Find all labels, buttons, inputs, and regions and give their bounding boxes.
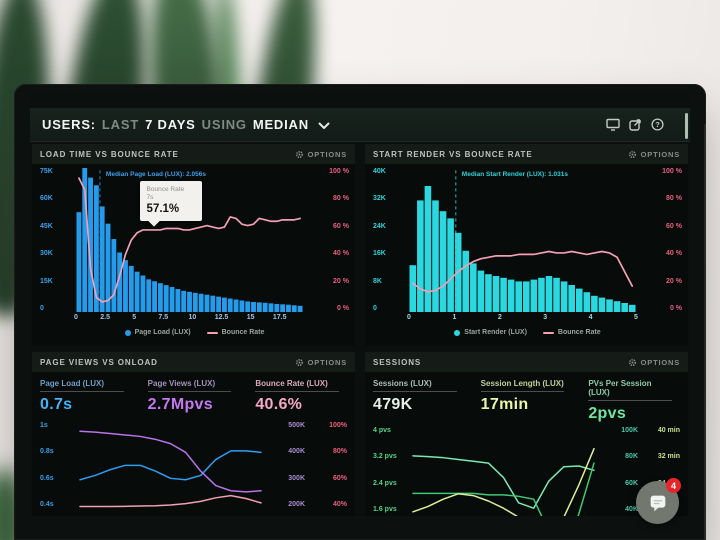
title-days: 7 DAYS (145, 117, 196, 132)
panel-title: SESSIONS (373, 357, 422, 367)
panel-sessions: SESSIONS OPTIONS Sessions (LUX) 479K (365, 352, 688, 516)
legend: Page Load (LUX) Bounce Rate (40, 325, 349, 340)
tooltip: Bounce Rate 7s 57.1% (139, 181, 202, 222)
chat-bubble-icon (650, 495, 665, 511)
chevron-down-icon (318, 122, 330, 129)
y-axis-left: 75K 60K 45K 30K 15K 0 (40, 168, 53, 312)
panel-title: LOAD TIME VS BOUNCE RATE (40, 149, 179, 159)
panel-page-views-vs-onload: PAGE VIEWS VS ONLOAD OPTIONS Page Load (… (32, 352, 355, 516)
share-icon[interactable] (629, 118, 642, 131)
legend: Start Render (LUX) Bounce Rate (373, 325, 682, 340)
y-axis-left: 4 pvs 3.2 pvs 2.4 pvs 1.6 pvs (373, 427, 397, 513)
metric-value: 479K (373, 396, 413, 413)
metric-value: 2.7Mpvs (147, 396, 213, 413)
gear-icon (295, 150, 303, 158)
title-median: MEDIAN (252, 117, 309, 132)
dashboard: USERS: LAST 7 DAYS USING MEDIAN ? (30, 108, 690, 516)
metric-label: Session Length (LUX) (480, 379, 564, 388)
tooltip-label: Bounce Rate (146, 186, 185, 193)
metric-page-views: Page Views (LUX) 2.7Mpvs (140, 377, 248, 418)
options-button[interactable]: OPTIONS (295, 358, 347, 367)
tooltip-sublabel: 7s (146, 194, 154, 202)
options-label: OPTIONS (307, 149, 347, 159)
laptop: USERS: LAST 7 DAYS USING MEDIAN ? (14, 84, 706, 540)
options-label: OPTIONS (640, 149, 680, 159)
options-label: OPTIONS (640, 357, 680, 367)
options-button[interactable]: OPTIONS (628, 358, 680, 367)
metric-value: 40.6% (255, 396, 303, 413)
gear-icon (295, 358, 303, 366)
panel-title: START RENDER VS BOUNCE RATE (373, 149, 533, 159)
chat-button[interactable]: 4 (636, 478, 681, 524)
legend-item-page-load[interactable]: Page Load (LUX) (124, 329, 191, 336)
y-axis-right: 500K 100% 400K 80% 300K 60% 200K 40% (288, 422, 347, 508)
legend-item-bounce-rate[interactable]: Bounce Rate (542, 329, 601, 336)
title-users: USERS: (42, 117, 96, 132)
start-render-histogram[interactable]: Median Start Render (LUX): 1.031s (409, 168, 636, 312)
users-filter-dropdown[interactable]: USERS: LAST 7 DAYS USING MEDIAN (42, 117, 330, 132)
metric-value: 0.7s (40, 396, 73, 413)
y-axis-left: 40K 32K 24K 16K 8K 0 (373, 168, 386, 312)
panel-title: PAGE VIEWS VS ONLOAD (40, 357, 158, 367)
metric-value: 2pvs (588, 405, 627, 422)
metric-session-length: Session Length (LUX) 17min (473, 377, 581, 423)
notification-badge: 4 (666, 478, 681, 493)
metric-pvs-per-session: PVs Per Session (LUX) 2pvs (580, 377, 688, 423)
gear-icon (628, 150, 636, 158)
median-annotation: Median Page Load (LUX): 2.056s (105, 171, 206, 178)
options-button[interactable]: OPTIONS (295, 150, 347, 159)
metric-page-load: Page Load (LUX) 0.7s (32, 377, 140, 418)
metric-sessions: Sessions (LUX) 479K (365, 377, 473, 423)
metric-bounce-rate: Bounce Rate (LUX) 40.6% (247, 377, 355, 418)
title-using: USING (201, 117, 247, 132)
median-annotation: Median Start Render (LUX): 1.031s (461, 171, 568, 178)
metric-label: Page Views (LUX) (147, 379, 216, 388)
options-button[interactable]: OPTIONS (628, 150, 680, 159)
tooltip-value: 57.1% (146, 203, 180, 216)
monitor-icon[interactable] (606, 118, 620, 131)
metric-value: 17min (480, 396, 529, 413)
sessions-line-chart[interactable] (413, 427, 594, 516)
title-last: LAST (101, 117, 140, 132)
page-views-line-chart[interactable] (80, 422, 261, 516)
metric-label: Page Load (LUX) (40, 379, 105, 388)
metric-label: Bounce Rate (LUX) (255, 379, 328, 388)
dashboard-header: USERS: LAST 7 DAYS USING MEDIAN ? (30, 108, 690, 142)
scrollbar-thumb[interactable] (685, 113, 688, 139)
help-icon[interactable]: ? (651, 118, 664, 131)
page-load-histogram[interactable]: Median Page Load (LUX): 2.056s Bounce Ra… (76, 168, 303, 312)
options-label: OPTIONS (307, 357, 347, 367)
gear-icon (628, 358, 636, 366)
x-axis: 0 2.5 5 7.5 10 12.5 15 17.5 (74, 314, 287, 321)
svg-text:?: ? (655, 120, 660, 129)
screen: USERS: LAST 7 DAYS USING MEDIAN ? (30, 94, 690, 516)
metric-label: Sessions (LUX) (373, 379, 432, 388)
panel-load-time-vs-bounce-rate: LOAD TIME VS BOUNCE RATE OPTIONS 75K 60K 4… (32, 144, 355, 346)
metric-label: PVs Per Session (LUX) (588, 379, 652, 397)
panel-start-render-vs-bounce-rate: START RENDER VS BOUNCE RATE OPTIONS 40K 3… (365, 144, 688, 346)
y-axis-left: 1s 0.8s 0.6s 0.4s (40, 422, 54, 508)
legend-item-bounce-rate[interactable]: Bounce Rate (206, 329, 264, 336)
y-axis-right: 100 % 80 % 60 % 40 % 20 % 0 % (329, 168, 349, 312)
legend-item-start-render[interactable]: Start Render (LUX) (454, 329, 527, 336)
y-axis-right: 100 % 80 % 60 % 40 % 20 % 0 % (662, 168, 682, 312)
